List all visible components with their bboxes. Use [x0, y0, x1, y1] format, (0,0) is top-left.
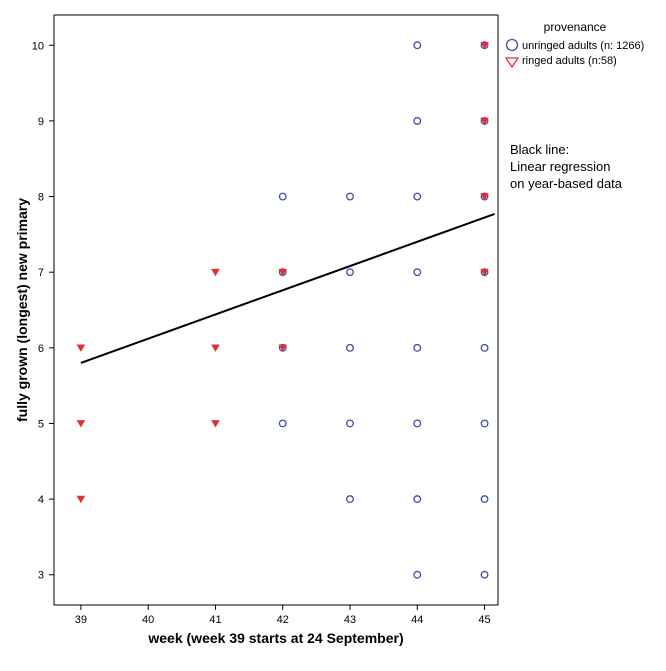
data-point-unringed: [413, 41, 422, 50]
x-tick-label: 41: [209, 614, 221, 626]
y-axis-title: fully grown (longest) new primary: [14, 198, 30, 422]
data-point-ringed: [480, 41, 489, 50]
x-tick-label: 39: [75, 614, 87, 626]
y-tick-label: 8: [38, 192, 44, 204]
legend-title: provenance: [544, 20, 607, 34]
data-point-unringed: [346, 419, 354, 428]
regression-line: [80, 212, 495, 364]
data-point-ringed: [211, 344, 220, 352]
x-tick-label: 42: [277, 614, 289, 626]
legend-swatch-ringed: [504, 57, 520, 69]
data-point-ringed: [480, 193, 489, 201]
data-point-unringed: [480, 570, 489, 579]
y-tick-label: 7: [38, 267, 44, 279]
legend-swatch-unringed: [505, 38, 519, 52]
data-point-ringed: [211, 268, 220, 277]
data-point-unringed: [413, 116, 422, 125]
annotation-line: Black line:: [510, 142, 569, 157]
data-point-unringed: [480, 343, 489, 352]
y-tick-label: 3: [38, 570, 44, 582]
plot-frame: [53, 14, 499, 606]
data-point-unringed: [413, 570, 422, 579]
legend-label-ringed: ringed adults (n:58): [522, 55, 617, 67]
x-tick-label: 45: [478, 614, 490, 626]
data-point-ringed: [76, 344, 86, 352]
y-tick-label: 10: [32, 40, 44, 52]
data-point-unringed: [278, 419, 287, 428]
data-point-unringed: [413, 343, 422, 352]
y-tick-label: 4: [38, 494, 44, 506]
x-tick-label: 43: [344, 614, 356, 626]
data-point-ringed: [480, 117, 489, 125]
x-tick-label: 40: [142, 614, 154, 626]
y-tick-label: 5: [38, 418, 44, 430]
data-point-unringed: [413, 192, 422, 201]
x-tick-label: 44: [411, 614, 423, 626]
data-point-unringed: [346, 192, 354, 201]
data-point-ringed: [76, 495, 86, 504]
x-axis-title: week (week 39 starts at 24 September): [147, 630, 403, 646]
data-point-ringed: [76, 420, 86, 428]
data-point-ringed: [278, 268, 288, 277]
data-point-unringed: [480, 419, 489, 428]
data-point-unringed: [346, 268, 354, 277]
data-point-unringed: [413, 419, 422, 428]
data-point-unringed: [413, 268, 422, 277]
legend-label-unringed: unringed adults (n: 1266): [522, 40, 644, 52]
data-point-ringed: [480, 268, 489, 277]
data-point-ringed: [278, 344, 288, 352]
annotation-line: Linear regression: [510, 159, 610, 174]
data-point-unringed: [346, 343, 354, 352]
data-point-ringed: [211, 420, 220, 428]
data-point-unringed: [480, 495, 489, 504]
data-point-unringed: [346, 495, 354, 504]
data-point-unringed: [278, 192, 287, 201]
data-point-unringed: [413, 495, 422, 504]
y-tick-label: 9: [38, 116, 44, 128]
annotation-line: on year-based data: [510, 176, 623, 191]
y-tick-label: 6: [38, 343, 44, 355]
